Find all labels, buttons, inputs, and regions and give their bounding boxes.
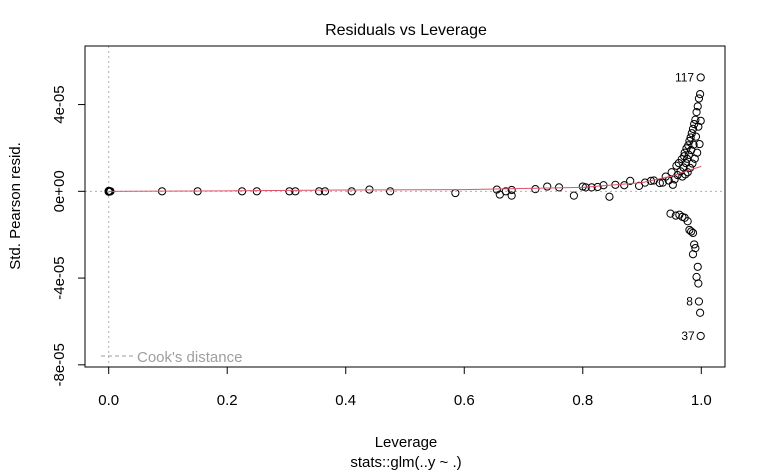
smoother-line <box>108 165 702 192</box>
y-tick-label: -8e-05 <box>51 343 68 386</box>
data-point <box>543 182 552 191</box>
data-point <box>692 108 701 117</box>
data-point <box>626 176 635 186</box>
data-point <box>684 141 693 150</box>
data-point <box>670 175 679 184</box>
data-point <box>694 122 703 131</box>
data-point <box>689 140 698 149</box>
data-point <box>320 187 330 196</box>
data-point <box>693 148 702 157</box>
legend: Cook's distance <box>101 349 242 366</box>
data-point <box>347 187 356 196</box>
data-point <box>690 240 699 249</box>
data-point <box>696 90 705 99</box>
x-axis: 0.0 0.2 0.4 0.6 0.8 1.0 <box>98 366 712 409</box>
data-point <box>688 159 697 168</box>
data-point <box>668 180 677 189</box>
data-point <box>237 187 247 196</box>
x-axis-label: Leverage <box>375 434 438 451</box>
x-tick-label: 0.6 <box>454 392 475 409</box>
data-point <box>671 211 680 220</box>
data-point <box>691 132 701 141</box>
data-point <box>681 170 690 179</box>
data-point <box>693 262 702 271</box>
data-point <box>696 308 705 317</box>
data-point <box>688 250 698 259</box>
data-point <box>646 176 656 186</box>
x-tick-label: 0.8 <box>572 392 593 409</box>
data-point <box>691 115 700 124</box>
data-point <box>690 119 699 129</box>
data-point <box>507 191 516 200</box>
x-tick-label: 1.0 <box>691 392 712 409</box>
data-point <box>694 94 704 103</box>
data-point <box>694 279 703 288</box>
point-label: 37 <box>681 329 695 343</box>
data-point <box>693 102 702 111</box>
point-label: 117 <box>675 70 694 84</box>
x-tick-label: 0.2 <box>217 392 238 409</box>
data-point <box>687 227 696 236</box>
data-point <box>569 191 578 200</box>
data-point <box>291 187 300 196</box>
y-axis-label: Std. Pearson resid. <box>7 142 24 270</box>
legend-label-cooks-distance: Cook's distance <box>137 349 242 366</box>
data-point <box>688 228 698 238</box>
data-point <box>696 116 705 125</box>
data-point <box>696 331 705 341</box>
y-tick-label: 0e+00 <box>51 170 68 212</box>
data-point <box>685 163 695 172</box>
data-point <box>696 73 705 82</box>
data-point <box>683 217 692 226</box>
y-tick-label: 4e-05 <box>51 85 68 123</box>
y-axis: -8e-05 -4e-05 0e+00 4e-05 <box>51 85 86 387</box>
chart-title: Residuals vs Leverage <box>325 22 487 39</box>
y-tick-label: -4e-05 <box>51 256 68 299</box>
data-point <box>531 185 540 194</box>
data-point <box>451 188 460 198</box>
data-point <box>684 150 693 159</box>
data-point <box>605 192 614 201</box>
data-point <box>686 133 695 142</box>
data-point <box>314 187 324 196</box>
data-point <box>620 181 629 190</box>
data-point <box>682 154 692 163</box>
plot-frame <box>84 45 726 368</box>
data-point <box>688 124 698 133</box>
plot-area: 117 8 37 <box>85 46 725 367</box>
data-point <box>285 187 294 196</box>
data-point <box>386 187 395 196</box>
data-point <box>666 209 675 218</box>
data-point <box>507 185 516 195</box>
chart-subtitle: stats::glm(..y ~ .) <box>350 454 461 471</box>
x-tick-label: 0.4 <box>335 392 356 409</box>
data-point <box>501 187 510 196</box>
point-label: 8 <box>686 295 693 309</box>
data-point <box>694 297 704 306</box>
data-point <box>695 139 704 149</box>
data-point <box>681 159 690 168</box>
x-tick-label: 0.0 <box>98 392 119 409</box>
data-point <box>252 187 261 196</box>
data-point <box>655 178 664 188</box>
